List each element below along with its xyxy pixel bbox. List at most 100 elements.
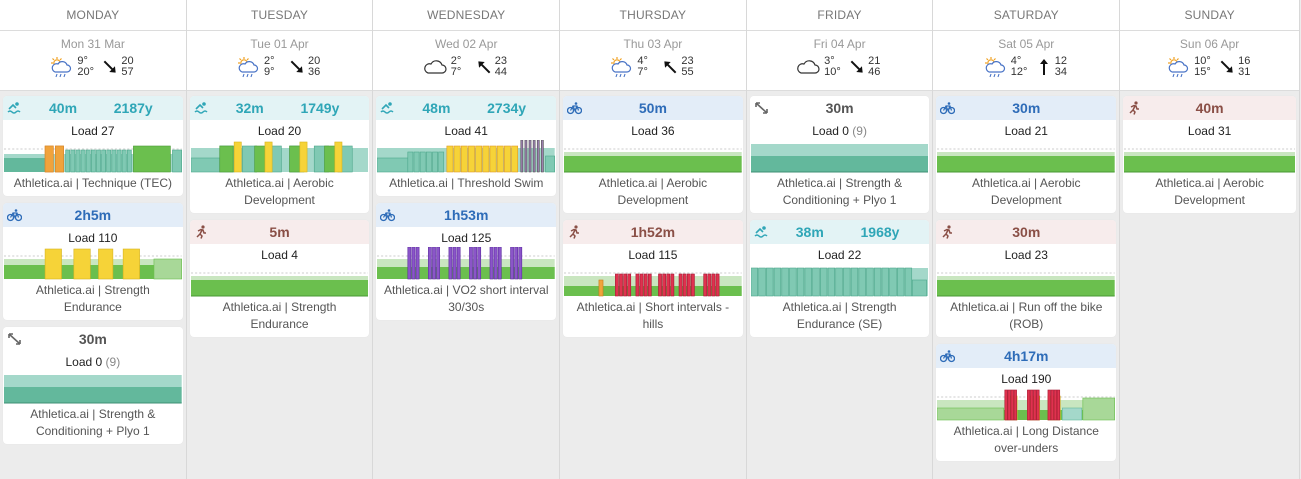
temp-max: 10° [824,66,841,78]
day-name: MONDAY [0,0,186,31]
workout-duration: 38m [795,224,824,240]
day-header[interactable]: Wed 02 Apr 2° 7° 23 44 [373,31,560,91]
workout-title: Athletica.ai | Strength & Conditioning +… [777,176,903,207]
temp-max: 15° [1194,66,1211,78]
wind-direction-icon [289,57,305,77]
workout-title: Athletica.ai | Aerobic Development [598,176,708,207]
workout-load: Load 4 [190,244,370,264]
day-column-wednesday: WEDNESDAY Wed 02 Apr 2° 7° 23 44 48m 2734y Load … [373,0,561,479]
temp-min: 10° [1194,55,1211,67]
sun-cloud-rain-icon [235,55,261,79]
workout-load: Load 31 [1123,120,1296,140]
weather-forecast: 2° 7° 23 44 [373,51,559,83]
day-date: Tue 01 Apr [250,37,309,51]
workout-card[interactable]: 40m 2187y Load 27 Athletica.ai | Technique … [3,96,183,196]
load-value: Load 190 [1001,372,1052,386]
workout-card[interactable]: 30m Load 0 (9) Athletica.ai | Strength & C… [749,96,930,213]
sun-cloud-rain-icon [608,55,634,79]
bike-icon [940,349,956,363]
workout-load: Load 125 [376,227,556,247]
weather-forecast: 3° 10° 21 46 [747,51,933,83]
workout-card[interactable]: 4h17m Load 190 Athletica.ai | Long Distanc… [936,344,1117,461]
workout-intensity-chart [750,264,929,298]
workout-title: Athletica.ai | Aerobic Development [1155,176,1264,207]
load-value: Load 4 [261,248,298,262]
temp-min: 2° [450,55,462,67]
day-header[interactable]: Sat 05 Apr 4° 12° 12 34 [933,31,1120,91]
day-date: Fri 04 Apr [813,37,866,51]
workout-title: Athletica.ai | Run off the bike (ROB) [950,300,1103,331]
run-icon [194,225,209,239]
day-header[interactable]: Sun 06 Apr 10° 15° 16 31 [1120,31,1300,91]
day-header[interactable]: Fri 04 Apr 3° 10° 21 46 [746,31,933,91]
temperature-range: 9° 20° [77,56,97,78]
bike-icon [566,101,583,115]
day-name: TUESDAY [186,0,373,31]
load-value: Load 20 [257,124,302,138]
workout-duration: 1h52m [630,224,676,240]
workout-list: 40m 2187y Load 27 Athletica.ai | Technique … [0,91,186,451]
workout-card[interactable]: 30m Load 23 Athletica.ai | Run off the bik… [936,220,1117,337]
workout-card[interactable]: 48m 2734y Load 41 Athletica.ai | Threshold … [376,96,557,196]
workout-load: Load 0 (9) [3,351,183,371]
workout-intensity-chart [937,140,1116,174]
day-header[interactable]: Thu 03 Apr 4° 7° 23 55 [560,31,746,91]
temperature-range: 2° 7° [451,56,471,78]
wind-speed-max: 57 [121,66,134,78]
temp-max: 7° [450,66,462,78]
sun-cloud-rain-icon [982,55,1008,79]
workout-duration: 30m [825,100,854,116]
day-header[interactable]: Tue 01 Apr 2° 9° 20 36 [186,31,373,91]
workout-header: 30m [3,327,183,351]
weather-forecast: 10° 15° 16 31 [1120,51,1299,83]
workout-card[interactable]: 1h52m Load 115 Athletica.ai | Short interv… [563,220,743,337]
workout-header: 40m 2187y [3,96,183,120]
workout-card[interactable]: 40m Load 31 Athletica.ai | Aerobic Develop… [1123,96,1297,213]
workout-load: Load 110 [3,227,183,247]
workout-distance: 1749y [300,100,340,116]
wind-speed: 23 55 [681,56,697,78]
bike-icon [380,208,396,222]
workout-header: 32m 1749y [189,96,370,120]
workout-distance: 2734y [487,100,527,116]
workout-card[interactable]: 32m 1749y Load 20 Athletica.ai | Aerobic De… [189,96,370,213]
workout-list: 30m Load 0 (9) Athletica.ai | Strength & C… [747,91,933,344]
workout-card[interactable]: 2h5m Load 110 Athletica.ai | Strength Endu… [3,203,183,320]
day-name: SATURDAY [933,0,1120,31]
day-name: THURSDAY [560,0,746,31]
workout-card[interactable]: 38m 1968y Load 22 Athletica.ai | Strength E… [749,220,930,337]
workout-load: Load 22 [750,244,930,264]
workout-card[interactable]: 30m Load 21 Athletica.ai | Aerobic Develop… [936,96,1117,213]
day-header[interactable]: Mon 31 Mar 9° 20° 20 57 [0,31,186,91]
wind-speed-max: 44 [494,66,507,78]
wind-speed-min: 21 [868,55,881,67]
workout-header: 1h53m [376,203,557,227]
temp-min: 3° [824,55,835,67]
day-date: Mon 31 Mar [60,37,125,51]
wind-direction-icon [1036,57,1052,77]
workout-title: Athletica.ai | Aerobic Development [972,176,1081,207]
load-value: Load 41 [444,124,488,138]
workout-title: Athletica.ai | Technique (TEC) [13,176,172,190]
wind-speed-min: 12 [1054,55,1068,67]
load-value: Load 27 [71,124,115,138]
workout-title: Athletica.ai | Strength Endurance [35,283,150,314]
workout-load: Load 190 [936,368,1116,388]
workout-card[interactable]: 50m Load 36 Athletica.ai | Aerobic Develop… [563,96,743,213]
wind-speed-max: 34 [1054,66,1068,78]
temperature-range: 4° 7° [637,56,657,78]
wind-speed-max: 46 [868,66,881,78]
arrows-icon [754,101,769,115]
temp-min: 9° [77,55,88,67]
workout-header: 2h5m [3,203,183,227]
load-value: Load 23 [1004,248,1048,262]
day-date: Wed 02 Apr [434,37,498,51]
workout-card[interactable]: 1h53m Load 125 Athletica.ai | VO2 short in… [376,203,557,320]
workout-card[interactable]: 5m Load 4 Athletica.ai | Strength Enduranc… [189,220,370,337]
temperature-range: 3° 10° [824,56,844,78]
workout-list: 30m Load 21 Athletica.ai | Aerobic Develop… [933,91,1119,468]
wind-speed: 23 44 [495,56,511,78]
workout-duration: 32m [235,100,264,116]
workout-load: Load 41 [376,120,556,140]
workout-card[interactable]: 30m Load 0 (9) Athletica.ai | Strength & C… [3,327,183,444]
